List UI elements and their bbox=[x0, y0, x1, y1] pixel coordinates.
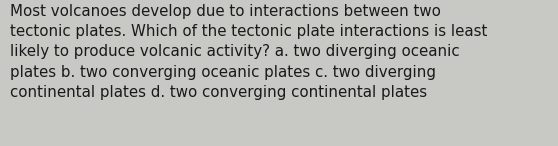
Text: Most volcanoes develop due to interactions between two
tectonic plates. Which of: Most volcanoes develop due to interactio… bbox=[10, 4, 488, 100]
